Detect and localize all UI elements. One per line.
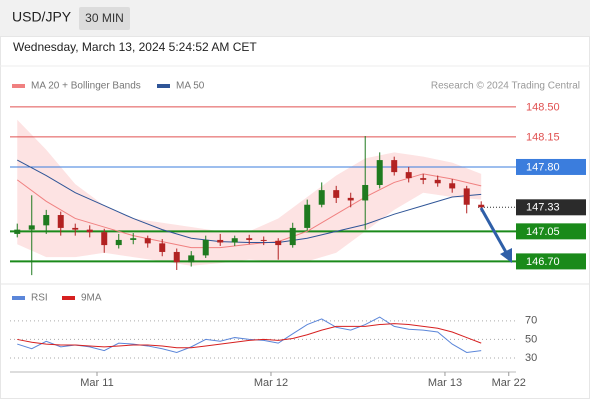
level-badge — [516, 199, 586, 216]
candle-body — [376, 160, 383, 185]
candle-body — [420, 178, 427, 180]
timestamp: Wednesday, March 13, 2024 5:24:52 AM CET — [13, 40, 257, 54]
candle-body — [202, 239, 209, 256]
candle-body — [231, 238, 238, 243]
interval-badge — [79, 7, 130, 30]
candle-body — [289, 227, 296, 246]
legend-label: MA 20 + Bollinger Bands — [31, 81, 141, 92]
candle-body — [260, 239, 267, 241]
candle-body — [318, 190, 325, 205]
candle-body — [362, 184, 369, 201]
candle-body — [449, 183, 456, 189]
candle-body — [86, 229, 93, 233]
level-badge — [516, 253, 586, 270]
candle-body — [188, 255, 195, 263]
forecast-arrow — [479, 207, 512, 263]
y-tick-label: 30 — [525, 352, 537, 364]
legend-swatch — [12, 84, 25, 88]
candle-body — [28, 225, 35, 230]
interval: 30 MIN — [85, 11, 124, 25]
legend-swatch — [12, 296, 25, 300]
level-label: 148.50 — [526, 101, 560, 113]
level-badge — [516, 158, 586, 175]
candle-body — [159, 243, 166, 252]
price-panel: MA 20 + Bollinger Bands MA 50 148.50 148.15… — [10, 81, 586, 276]
candle-body — [347, 197, 354, 201]
candle-body — [43, 215, 50, 226]
candle-body — [72, 227, 79, 230]
candle-body — [434, 179, 441, 184]
candle-body — [463, 188, 470, 205]
x-tick-label: Mar 13 — [428, 377, 462, 389]
candle-body — [130, 238, 137, 240]
candle-body — [57, 215, 64, 228]
candle-body — [14, 229, 21, 234]
level-label: 147.80 — [526, 161, 560, 173]
candle-body — [115, 239, 122, 246]
candle-body — [217, 239, 224, 243]
candle-body — [275, 240, 282, 246]
source: Research © 2024 Trading Central — [431, 81, 580, 92]
legend-label: RSI — [31, 293, 48, 304]
legend-label: MA 50 — [176, 81, 205, 92]
x-tick-label: Mar 11 — [80, 377, 113, 389]
level-label: 147.33 — [526, 202, 560, 214]
level-badge — [516, 223, 586, 240]
legend-swatch — [157, 84, 170, 88]
legend-label: 9MA — [81, 293, 102, 304]
candle-body — [391, 160, 398, 173]
candle-body — [478, 204, 485, 208]
candle-body — [304, 204, 311, 228]
candle-body — [173, 251, 180, 263]
level-label: 146.70 — [526, 256, 560, 268]
candle-body — [246, 238, 253, 240]
symbol: USD/JPY — [12, 9, 72, 25]
candle-body — [405, 172, 412, 179]
legend-swatch — [62, 296, 75, 300]
x-tick-label: Mar 22 — [492, 377, 526, 389]
candle-body — [101, 232, 108, 246]
candle-body — [144, 238, 151, 244]
x-tick-label: Mar 12 — [254, 377, 288, 389]
rsi-line — [17, 323, 482, 349]
level-label: 147.05 — [526, 226, 560, 238]
level-label: 148.15 — [526, 131, 560, 143]
candle-body — [333, 190, 340, 198]
y-tick-label: 50 — [525, 333, 537, 345]
y-tick-label: 70 — [525, 315, 537, 327]
rsi-panel: RSI 9MA 70 50 30 Mar 11 Mar 12 Mar 13 Mar 22 — [10, 293, 537, 389]
rsi-line — [17, 316, 482, 353]
